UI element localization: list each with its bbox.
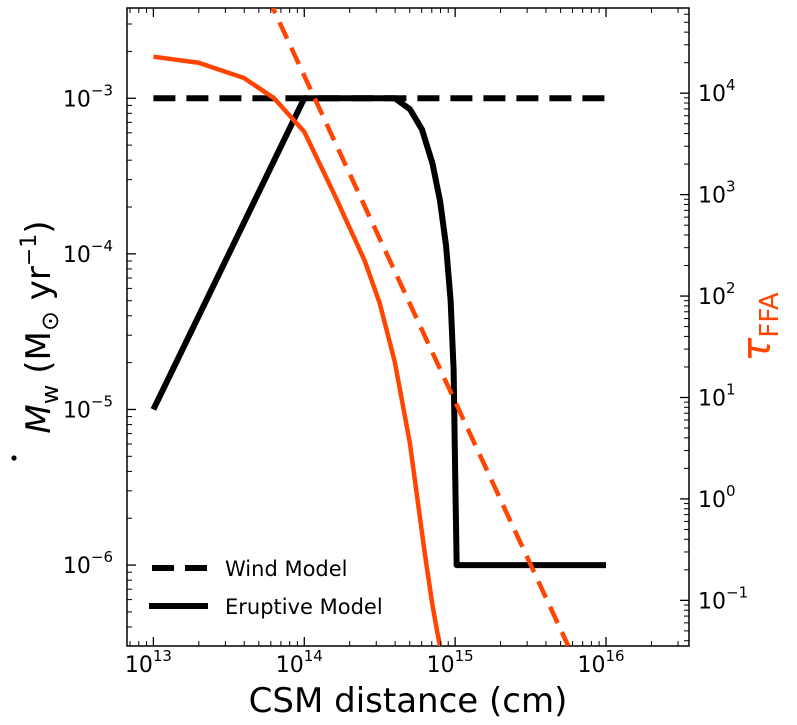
y-left-tick-label-1-base: 10 [63, 243, 91, 268]
y-right-tick-label-0-exp: 4 [726, 76, 736, 94]
y-axis-left-ticks: 10−310−410−510−6 [63, 23, 136, 628]
x-tick-label-3-exp: 16 [605, 647, 624, 665]
x-tick-label-1: 1014 [276, 647, 323, 678]
x-axis-title: CSM distance (cm) [249, 681, 568, 721]
y-right-tick-label-1: 103 [698, 178, 736, 209]
x-tick-label-1-exp: 14 [304, 647, 323, 665]
x-tick-label-2: 1015 [427, 647, 474, 678]
y-right-tick-label-2-base: 10 [698, 285, 726, 310]
tau-ffa-eruptive-line [153, 54, 443, 646]
x-axis-ticks: 1013 1014 1015 1016 [125, 8, 679, 678]
tau-ffa-wind-line [270, 8, 571, 646]
y-left-tick-label-3: 10−6 [63, 548, 113, 579]
y-right-tick-label-4: 100 [698, 482, 736, 513]
y-left-tick-label-0: 10−3 [63, 81, 113, 112]
y-right-tick-label-0-base: 10 [698, 82, 726, 107]
y-right-title-base: τ [734, 337, 780, 362]
y-right-tick-label-3-exp: 1 [726, 380, 736, 398]
x-tick-label-0-exp: 13 [153, 647, 172, 665]
y-right-tick-label-4-exp: 0 [726, 482, 736, 500]
y-left-title-unit-yr: yr [19, 266, 59, 311]
y-left-tick-label-3-exp: −6 [91, 548, 113, 566]
y-right-tick-label-3-base: 10 [698, 386, 726, 411]
y-left-title-base: M [19, 404, 59, 433]
svg-text:τFFA: τFFA [734, 292, 785, 362]
y-right-tick-label-5: 10−1 [698, 583, 748, 614]
x-tick-label-0: 1013 [125, 647, 172, 678]
y-right-tick-label-5-exp: −1 [726, 583, 748, 601]
y-left-tick-label-2: 10−5 [63, 392, 113, 423]
y-left-title-unit-open: (M [19, 331, 59, 384]
y-right-title-sub: FFA [755, 292, 785, 338]
y-left-tick-label-1: 10−4 [63, 237, 113, 268]
y-right-tick-label-2: 102 [698, 279, 736, 310]
y-right-tick-label-0: 104 [698, 76, 736, 107]
x-tick-label-2-base: 10 [427, 653, 455, 678]
y-right-tick-label-5-base: 10 [698, 589, 726, 614]
eruptive-model-line [150, 95, 607, 569]
y-left-tick-label-1-exp: −4 [91, 237, 113, 255]
y-axis-left-title: Mw (M⊙ yr−1) [17, 220, 64, 433]
y-left-title-unit-sun: ⊙ [36, 311, 64, 331]
y-left-tick-label-0-base: 10 [63, 87, 91, 112]
y-right-tick-label-4-base: 10 [698, 488, 726, 513]
x-tick-label-0-base: 10 [125, 653, 153, 678]
y-left-tick-label-2-base: 10 [63, 398, 91, 423]
x-tick-label-2-exp: 15 [455, 647, 474, 665]
y-left-title-unit-exp: −1 [17, 234, 42, 266]
y-left-title-dot [11, 455, 17, 461]
legend: Wind Model Eruptive Model [149, 557, 383, 619]
svg-text:Mw (M⊙ yr−1): Mw (M⊙ yr−1) [17, 220, 64, 433]
y-right-tick-label-1-exp: 3 [726, 178, 736, 196]
y-left-tick-label-0-exp: −3 [91, 81, 113, 99]
y-left-tick-label-3-base: 10 [63, 554, 91, 579]
y-right-tick-label-3: 101 [698, 380, 736, 411]
y-left-title-sub: w [36, 385, 64, 405]
x-tick-label-3-base: 10 [577, 653, 605, 678]
x-tick-label-1-base: 10 [276, 653, 304, 678]
plot-frame [126, 7, 690, 647]
y-right-tick-label-2-exp: 2 [726, 279, 736, 297]
y-axis-right-title: τFFA [734, 292, 785, 362]
legend-eruptive-label: Eruptive Model [225, 595, 383, 619]
y-left-tick-label-2-exp: −5 [91, 392, 113, 410]
y-right-tick-label-1-base: 10 [698, 184, 726, 209]
y-left-title-unit-close: ) [19, 220, 59, 233]
legend-wind-label: Wind Model [225, 557, 348, 581]
x-tick-label-3: 1016 [577, 647, 624, 678]
